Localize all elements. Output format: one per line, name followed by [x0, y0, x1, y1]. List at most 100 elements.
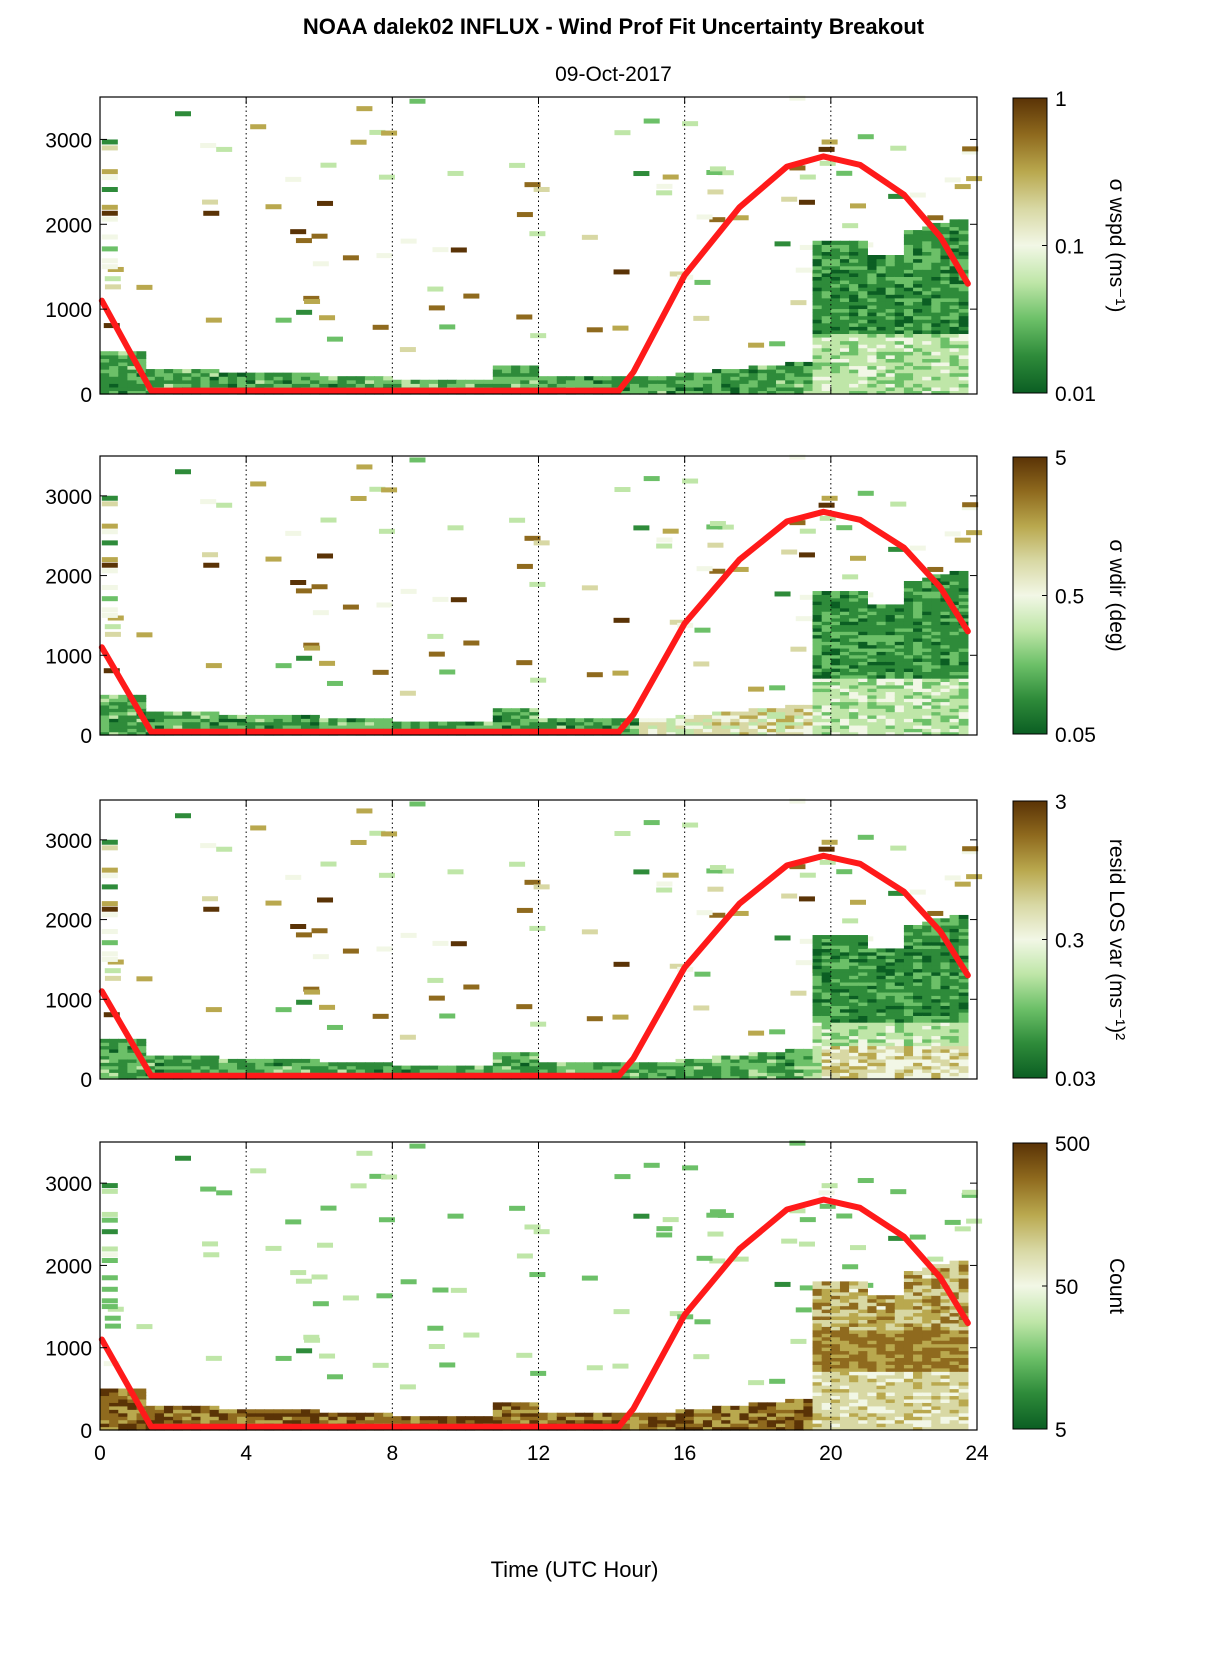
heatmap-cell	[940, 601, 951, 606]
heatmap-cell	[319, 1062, 329, 1067]
heatmap-cell	[707, 1231, 724, 1237]
heatmap-cell	[812, 1360, 823, 1365]
heatmap-cell	[419, 379, 430, 384]
heatmap-cell	[438, 1416, 448, 1421]
heatmap-cell	[702, 1068, 713, 1073]
heatmap-cell	[949, 634, 960, 639]
heatmap-cell	[876, 985, 887, 990]
heatmap-cell	[958, 941, 969, 946]
heatmap-cell	[949, 272, 960, 277]
heatmap-cell	[931, 358, 942, 363]
heatmap-cell	[684, 1058, 695, 1063]
heatmap-cell	[300, 1416, 311, 1421]
heatmap-cell	[812, 1312, 823, 1317]
heatmap-cell	[944, 875, 961, 881]
heatmap-cell	[264, 376, 275, 381]
heatmap-cell	[399, 1384, 416, 1390]
heatmap-cell	[839, 657, 850, 662]
heatmap-cell	[730, 1419, 741, 1424]
heatmap-cell	[118, 358, 129, 363]
heatmap-cell	[821, 631, 832, 636]
heatmap-cell	[858, 1008, 868, 1013]
heatmap-cell	[191, 1055, 202, 1060]
heatmap-cell	[885, 688, 896, 693]
heatmap-cell	[931, 948, 942, 953]
heatmap-cell	[648, 728, 658, 733]
heatmap-cell	[922, 329, 932, 335]
heatmap-cell	[748, 386, 759, 392]
heatmap-cell	[684, 1065, 695, 1070]
heatmap-cell	[830, 1281, 841, 1286]
heatmap-cell	[821, 301, 832, 306]
heatmap-cell	[867, 995, 878, 1000]
heatmap-cell	[520, 372, 530, 377]
heatmap-cell	[776, 1065, 786, 1070]
heatmap-cell	[803, 1062, 814, 1067]
heatmap-cell	[903, 958, 914, 963]
heatmap-cell	[894, 634, 905, 639]
heatmap-cell	[894, 668, 905, 672]
heatmap-cell	[876, 344, 887, 349]
heatmap-cell	[830, 1005, 841, 1010]
heatmap-cell	[776, 1409, 786, 1414]
heatmap-cell	[173, 1062, 183, 1067]
heatmap-cell	[629, 1075, 640, 1080]
heatmap-cell	[839, 955, 850, 960]
heatmap-cell	[818, 846, 835, 852]
heatmap-cell	[785, 1405, 795, 1410]
heatmap-cell	[867, 336, 878, 342]
heatmap-cell	[958, 945, 969, 950]
heatmap-cell	[205, 1007, 222, 1013]
heatmap-cell	[648, 1065, 658, 1070]
heatmap-cell	[858, 255, 868, 260]
heatmap-cell	[949, 728, 960, 733]
heatmap-cell	[958, 931, 969, 936]
heatmap-cell	[839, 1281, 850, 1286]
heatmap-cell	[657, 379, 667, 384]
heatmap-cell	[940, 269, 951, 274]
heatmap-cell	[903, 931, 914, 936]
heatmap-cell	[903, 714, 914, 719]
heatmap-cell	[182, 372, 192, 377]
heatmap-cell	[100, 1388, 110, 1393]
heatmap-cell	[709, 166, 726, 172]
heatmap-cell	[103, 668, 120, 674]
heatmap-cell	[798, 552, 815, 558]
heatmap-cell	[949, 641, 960, 646]
heatmap-cell	[830, 255, 841, 260]
heatmap-cell	[821, 938, 832, 943]
heatmap-cell	[529, 925, 546, 931]
heatmap-cell	[182, 1058, 192, 1063]
heatmap-cell	[940, 315, 951, 320]
heatmap-cell	[675, 390, 686, 395]
heatmap-cell	[785, 1062, 795, 1067]
heatmap-cell	[830, 651, 841, 656]
heatmap-cell	[538, 379, 549, 384]
heatmap-cell	[369, 486, 386, 492]
heatmap-cell	[794, 1398, 805, 1403]
heatmap-cell	[949, 279, 960, 285]
heatmap-cell	[922, 1012, 932, 1016]
heatmap-cell	[739, 1062, 750, 1067]
heatmap-cell	[748, 1065, 759, 1070]
heatmap-cell	[913, 928, 923, 933]
heatmap-cell	[949, 1042, 960, 1047]
heatmap-cell	[849, 644, 859, 649]
heatmap-cell	[876, 704, 887, 709]
heatmap-cell	[931, 691, 942, 696]
heatmap-cell	[830, 674, 841, 679]
heatmap-cell	[766, 383, 777, 388]
heatmap-cell	[839, 354, 850, 359]
heatmap-cell	[958, 222, 969, 228]
heatmap-cell	[346, 718, 357, 723]
heatmap-cell	[529, 711, 540, 716]
heatmap-cell	[648, 1062, 658, 1067]
heatmap-cell	[949, 918, 960, 923]
heatmap-cell	[830, 326, 841, 331]
heatmap-cell	[584, 721, 594, 726]
heatmap-cell	[839, 718, 850, 723]
heatmap-cell	[839, 1350, 850, 1355]
heatmap-cell	[922, 347, 932, 352]
heatmap-cell	[867, 624, 878, 629]
heatmap-cell	[533, 186, 550, 192]
